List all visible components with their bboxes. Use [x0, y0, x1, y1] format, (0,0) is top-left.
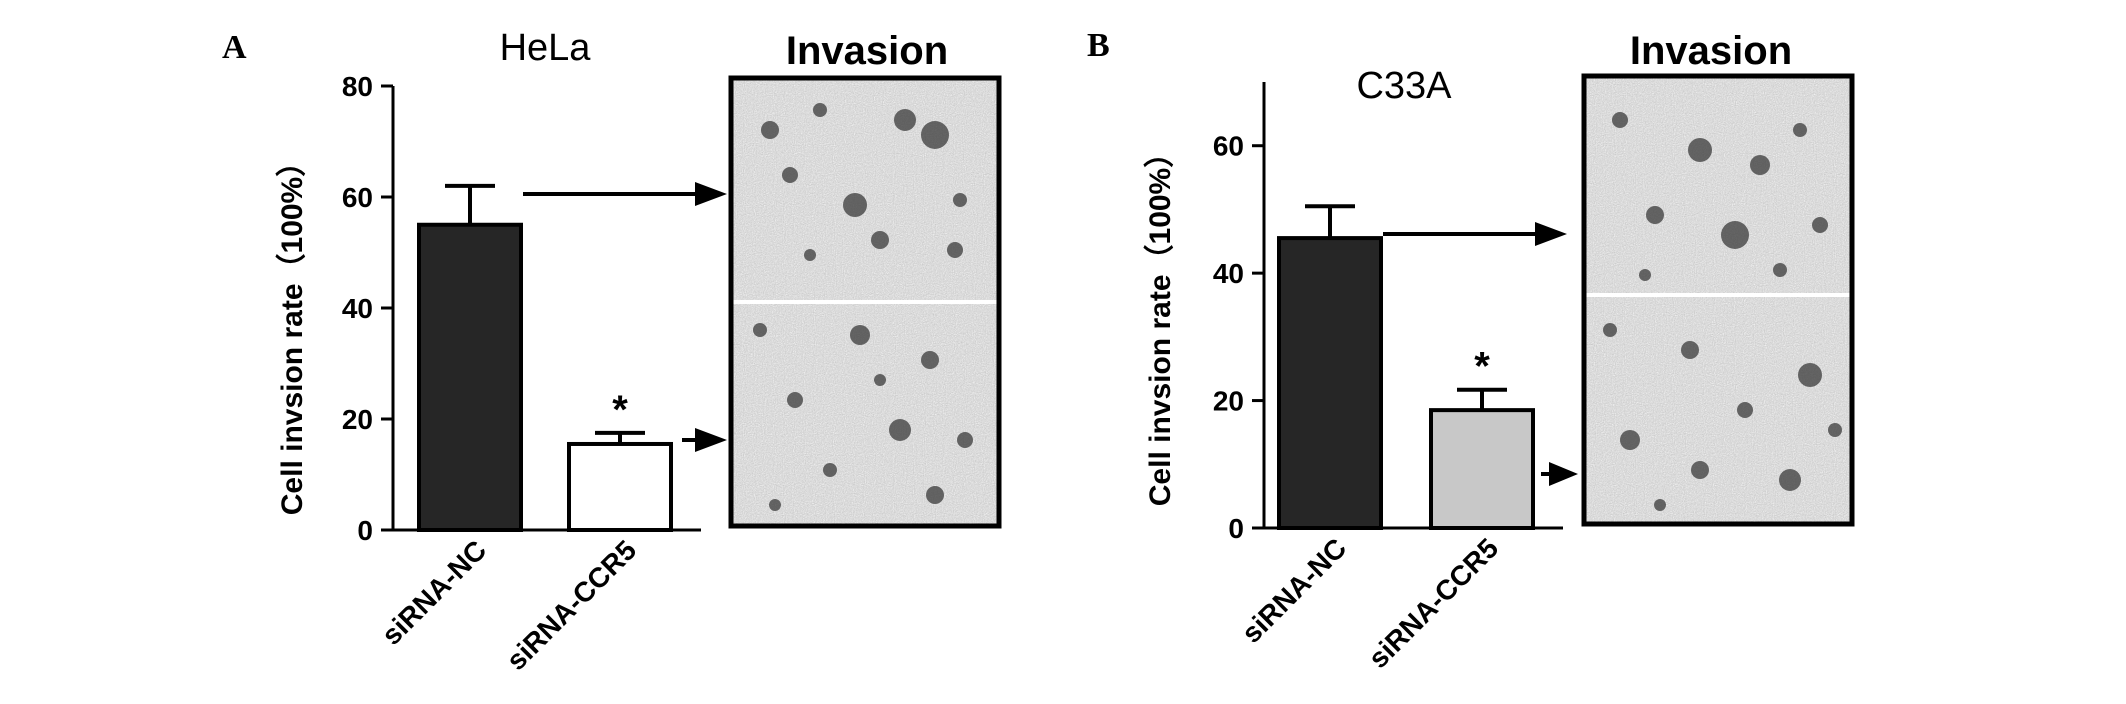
micrograph-b-texture: [1584, 76, 1852, 524]
chart-b-y-tick-label-20: 20: [1213, 386, 1244, 417]
micrograph-b-cells: [1603, 112, 1842, 511]
panel-a: A HeLa Cell invsion rate（100%） 0 20 40 60 80…: [222, 27, 1002, 676]
micrograph-b: [1581, 73, 1855, 527]
chart-a-y-tick-label-0: 0: [357, 515, 373, 546]
chart-a-bar-sirna-ccr5: [567, 441, 673, 533]
chart-b-bar-sirna-nc: [1277, 236, 1383, 530]
chart-b-y-tick-label-40: 40: [1213, 258, 1244, 289]
chart-b-category-label-sirna-nc: siRNA-NC: [1236, 532, 1353, 649]
chart-a-y-tick-label-80: 80: [342, 71, 373, 102]
chart-a-y-tick-label-60: 60: [342, 182, 373, 213]
micrograph-b-frame: [1581, 73, 1855, 527]
chart-b-category-label-sirna-ccr5: siRNA-CCR5: [1362, 532, 1504, 674]
micrograph-title-a: Invasion: [786, 29, 948, 73]
micrograph-a-cells: [753, 103, 973, 511]
chart-b-y-tick-label-60: 60: [1213, 131, 1244, 162]
y-axis-label-a: Cell invsion rate（100%）: [275, 147, 309, 515]
micrograph-a-frame: [728, 75, 1002, 529]
chart-b-y-tick-label-0: 0: [1228, 513, 1244, 544]
plot-area-a: 0 20 40 60 80 siRNA-NC * siRNA-CCR5: [342, 71, 701, 676]
chart-b-bar-sirna-ccr5: [1429, 408, 1535, 530]
panel-label-a: A: [222, 29, 247, 66]
chart-a-y-tick-label-40: 40: [342, 293, 373, 324]
panel-label-b: B: [1087, 27, 1110, 64]
micrograph-a: [728, 75, 1002, 529]
chart-a-bar-sirna-nc: [417, 222, 523, 532]
chart-a-category-label-sirna-nc: siRNA-NC: [376, 534, 493, 651]
plot-area-b: 0 20 40 60 siRNA-NC * siRNA-CCR5: [1213, 82, 1563, 674]
micrograph-title-b: Invasion: [1630, 29, 1792, 73]
arrow-a-ccr5: [682, 428, 727, 452]
panel-b: B C33A Cell invsion rate（100%） 0 20 40 60 si…: [1087, 27, 1855, 674]
chart-a-significance-sirna-ccr5: *: [612, 388, 628, 432]
chart-a-category-label-sirna-ccr5: siRNA-CCR5: [500, 534, 642, 676]
chart-b-significance-sirna-ccr5: *: [1474, 345, 1490, 389]
arrow-b-nc: [1383, 222, 1567, 246]
y-axis-label-b: Cell invsion rate（100%）: [1143, 138, 1177, 506]
arrow-b-ccr5: [1541, 462, 1578, 486]
chart-title-hela: HeLa: [500, 27, 592, 69]
arrow-a-nc: [523, 182, 727, 206]
chart-a-y-tick-label-20: 20: [342, 404, 373, 435]
chart-title-c33a: C33A: [1356, 65, 1452, 107]
